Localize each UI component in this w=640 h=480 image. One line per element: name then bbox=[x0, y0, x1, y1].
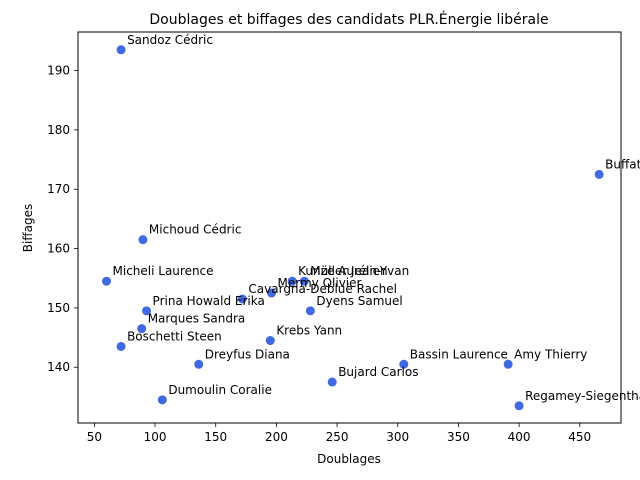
axis-ticks: 50 100 150 200 250 300 350 400 450 140 150 160 170 18… bbox=[47, 64, 591, 444]
x-tick-label: 250 bbox=[326, 430, 349, 444]
y-tick-label: 190 bbox=[47, 64, 70, 78]
point-labels: Sandoz Cédric Buffat Michaël Michoud Cédri… bbox=[113, 33, 640, 403]
data-point-label: Marques Sandra bbox=[148, 312, 246, 326]
y-tick-label: 180 bbox=[47, 123, 70, 137]
data-point bbox=[305, 306, 315, 316]
x-tick-label: 300 bbox=[386, 430, 409, 444]
data-point-label: Dumoulin Coralie bbox=[168, 383, 272, 397]
data-point-label: Kunze Aurélien bbox=[298, 264, 388, 278]
data-point bbox=[142, 306, 152, 316]
data-point bbox=[594, 169, 604, 179]
data-point-label: Buffat Michaël bbox=[605, 157, 640, 171]
data-point-label: Müller Jean-Yvan bbox=[310, 264, 409, 278]
data-point bbox=[299, 276, 309, 286]
data-point bbox=[514, 401, 524, 411]
data-point bbox=[194, 359, 204, 369]
y-tick-label: 160 bbox=[47, 242, 70, 256]
data-point-label: Cavargna-Debluë Rachel bbox=[248, 282, 397, 296]
data-point-label: Bujard Carlos bbox=[338, 365, 418, 379]
x-tick-label: 200 bbox=[265, 430, 288, 444]
y-tick-label: 140 bbox=[47, 360, 70, 374]
data-point-label: Regamey-Siegenthaler Isabelle bbox=[525, 389, 640, 403]
data-point bbox=[503, 359, 513, 369]
data-point bbox=[102, 276, 112, 286]
data-point-label: Sandoz Cédric bbox=[127, 33, 213, 47]
data-point-label: Prina Howald Erika bbox=[153, 294, 265, 308]
x-tick-label: 400 bbox=[508, 430, 531, 444]
y-axis-label: Biffages bbox=[21, 204, 35, 252]
data-point bbox=[237, 294, 247, 304]
x-axis-label: Doublages bbox=[317, 452, 381, 466]
data-point bbox=[116, 45, 126, 55]
data-point-label: Bassin Laurence bbox=[410, 347, 508, 361]
x-tick-label: 150 bbox=[204, 430, 227, 444]
data-point-label: Dyens Samuel bbox=[316, 294, 402, 308]
data-point bbox=[116, 341, 126, 351]
x-tick-label: 350 bbox=[447, 430, 470, 444]
data-points bbox=[102, 45, 604, 411]
data-point bbox=[399, 359, 409, 369]
data-point bbox=[265, 336, 275, 346]
data-point bbox=[287, 276, 297, 286]
data-point-label: Micheli Laurence bbox=[113, 264, 214, 278]
data-point bbox=[137, 324, 147, 334]
x-tick-label: 100 bbox=[144, 430, 167, 444]
y-tick-label: 170 bbox=[47, 182, 70, 196]
data-point bbox=[157, 395, 167, 405]
data-point-label: Krebs Yann bbox=[276, 324, 342, 338]
data-point-label: Michoud Cédric bbox=[149, 223, 242, 237]
data-point-label: Amy Thierry bbox=[514, 347, 587, 361]
data-point-label: Boschetti Steen bbox=[127, 329, 222, 343]
data-point bbox=[267, 288, 277, 298]
plot-frame bbox=[77, 31, 622, 424]
x-tick-label: 450 bbox=[568, 430, 591, 444]
data-point bbox=[138, 235, 148, 245]
data-point bbox=[327, 377, 337, 387]
chart-title: Doublages et biffages des candidats PLR.… bbox=[149, 11, 548, 28]
y-tick-label: 150 bbox=[47, 301, 70, 315]
data-point-label: Dreyfus Diana bbox=[205, 347, 290, 361]
x-tick-label: 50 bbox=[87, 430, 102, 444]
data-point-label: Mermy Olivier bbox=[278, 276, 362, 290]
